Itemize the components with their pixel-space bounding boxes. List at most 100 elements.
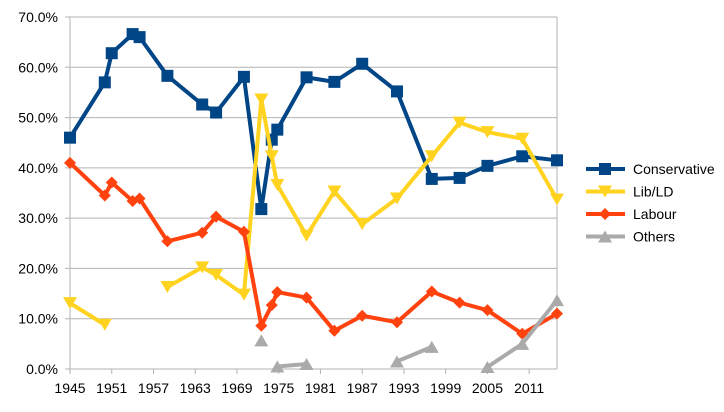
x-tick-label: 1999 xyxy=(430,380,461,396)
data-point-diamond xyxy=(196,226,209,239)
legend-item: Labour xyxy=(586,206,677,222)
y-tick-label: 0.0% xyxy=(26,361,58,377)
data-point-square xyxy=(481,159,494,172)
legend-item: Conservative xyxy=(586,161,715,177)
x-tick-label: 2005 xyxy=(472,380,503,396)
series-lib-ld xyxy=(63,93,564,331)
data-point-diamond xyxy=(255,319,268,332)
data-point-triangle xyxy=(355,218,370,231)
data-point-triangle xyxy=(63,297,77,310)
y-axis: 0.0% 10.0% 20.0% 30.0% 40.0% 50.0% 60.0% 70.0% xyxy=(18,9,58,377)
data-point-square xyxy=(599,163,611,175)
data-point-square xyxy=(328,75,341,88)
series-line xyxy=(277,361,307,369)
data-point-square xyxy=(64,131,76,144)
data-point-diamond xyxy=(481,304,494,317)
series-line xyxy=(68,32,558,212)
data-point-diamond xyxy=(453,296,466,309)
data-point-triangle xyxy=(270,360,285,373)
data-point-square xyxy=(196,98,209,111)
x-tick-label: 1987 xyxy=(347,380,378,396)
legend-label: Labour xyxy=(633,206,677,222)
y-tick-label: 10.0% xyxy=(18,311,58,327)
data-point-square xyxy=(425,172,438,185)
series-conservative xyxy=(64,28,563,216)
data-point-diamond xyxy=(133,192,146,205)
data-point-triangle xyxy=(254,334,269,347)
data-point-triangle xyxy=(550,193,564,206)
series-others xyxy=(254,294,564,373)
data-point-triangle xyxy=(550,294,564,307)
data-point-diamond xyxy=(64,156,76,169)
y-tick-label: 30.0% xyxy=(18,210,58,226)
series-line xyxy=(396,345,433,364)
data-point-triangle xyxy=(160,281,175,294)
y-tick-label: 70.0% xyxy=(18,9,58,25)
data-point-triangle xyxy=(515,132,530,145)
y-tick-label: 60.0% xyxy=(18,59,58,75)
data-point-square xyxy=(516,150,529,163)
data-point-square xyxy=(356,57,369,70)
data-point-triangle xyxy=(515,337,530,350)
data-point-square xyxy=(161,69,174,82)
data-point-square xyxy=(271,123,284,136)
data-point-triangle xyxy=(209,268,224,281)
data-point-triangle xyxy=(236,288,251,301)
data-point-diamond xyxy=(98,189,111,202)
data-point-triangle xyxy=(598,185,612,198)
data-point-diamond xyxy=(265,299,278,312)
legend-label: Conservative xyxy=(633,161,715,177)
data-point-triangle xyxy=(480,360,495,373)
data-point-square xyxy=(133,31,146,44)
data-point-triangle xyxy=(424,150,439,163)
data-point-triangle xyxy=(389,192,404,205)
y-tick-label: 40.0% xyxy=(18,160,58,176)
data-point-triangle xyxy=(299,357,314,370)
data-point-square xyxy=(105,47,118,60)
series-labour xyxy=(64,156,563,340)
data-point-triangle xyxy=(424,340,439,353)
x-axis: 1945 1951 1957 1963 1969 1975 1981 1987 1993 1999… xyxy=(54,369,544,396)
data-point-diamond xyxy=(210,210,223,223)
data-point-diamond xyxy=(300,291,313,304)
legend-item: Others xyxy=(586,229,675,245)
data-point-square xyxy=(98,76,111,89)
data-point-square xyxy=(390,85,403,98)
data-point-triangle xyxy=(254,93,269,106)
x-tick-label: 1981 xyxy=(305,380,336,396)
legend-item: Lib/LD xyxy=(586,184,673,200)
series-line xyxy=(68,301,106,327)
data-point-triangle xyxy=(195,261,210,274)
data-point-diamond xyxy=(516,327,529,340)
data-point-triangle xyxy=(299,229,314,242)
data-point-diamond xyxy=(390,316,403,329)
x-tick-label: 1957 xyxy=(138,380,169,396)
data-point-square xyxy=(453,171,466,184)
data-point-square xyxy=(210,106,223,119)
legend: Conservative Lib/LD Labour Others xyxy=(586,161,715,245)
data-point-diamond xyxy=(599,208,611,220)
x-tick-label: 1993 xyxy=(388,380,419,396)
data-point-triangle xyxy=(264,150,279,163)
y-tick-label: 20.0% xyxy=(18,260,58,276)
data-point-square xyxy=(237,70,250,83)
data-point-diamond xyxy=(161,235,174,248)
data-point-diamond xyxy=(425,285,438,298)
data-point-diamond xyxy=(551,307,563,320)
data-point-diamond xyxy=(328,324,341,337)
x-tick-label: 1963 xyxy=(180,380,211,396)
data-point-square xyxy=(551,154,563,167)
data-point-diamond xyxy=(105,176,118,189)
data-point-triangle xyxy=(480,126,495,139)
data-point-diamond xyxy=(271,286,284,299)
data-point-triangle xyxy=(270,178,285,191)
legend-label: Others xyxy=(633,229,675,245)
data-point-diamond xyxy=(356,309,369,322)
x-tick-label: 1951 xyxy=(96,380,127,396)
data-point-square xyxy=(255,203,268,216)
x-tick-label: 2011 xyxy=(514,380,544,396)
data-point-triangle xyxy=(327,185,342,198)
data-point-triangle xyxy=(97,318,112,331)
legend-label: Lib/LD xyxy=(633,184,673,200)
